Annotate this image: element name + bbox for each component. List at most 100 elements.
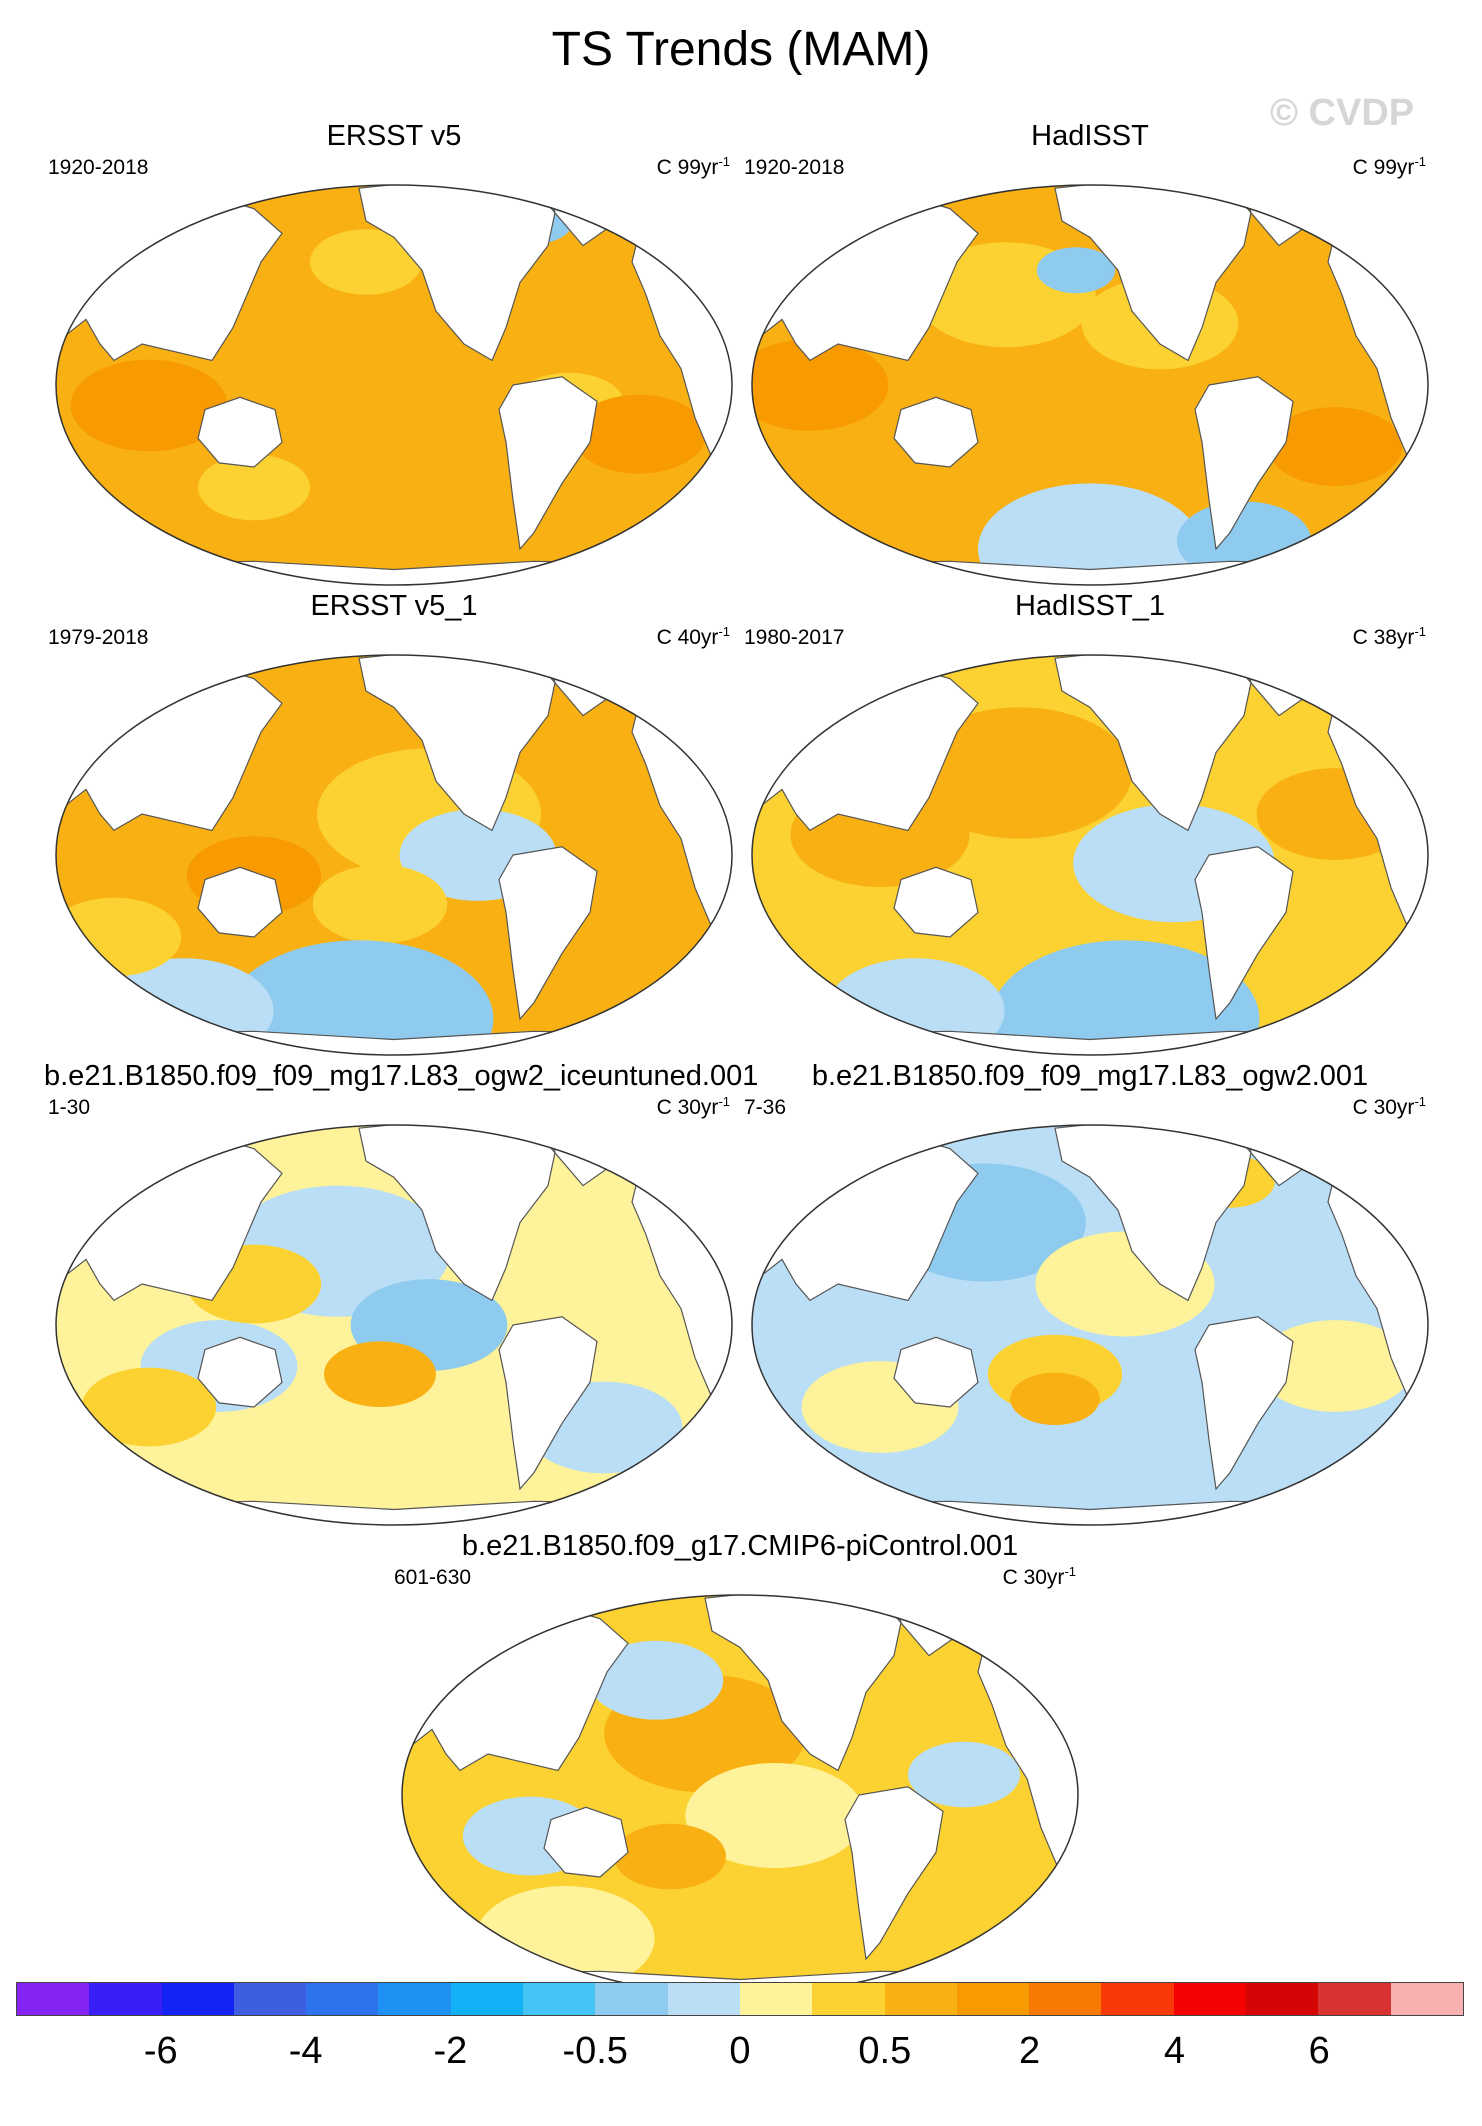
panel-title: HadISST_1: [1015, 590, 1165, 622]
colorbar-swatch: [1318, 1983, 1391, 2015]
units-exponent: -1: [1414, 154, 1426, 169]
units-label: C 30yr: [1002, 1566, 1065, 1589]
panel-period: 1920-2018: [48, 156, 149, 179]
units-exponent: -1: [1414, 1094, 1426, 1109]
figure-title: TS Trends (MAM): [551, 23, 931, 76]
land-south-america: [1194, 846, 1294, 1021]
map-panel-hadisst: HadISST 1920-2018 C 99yr-1: [740, 120, 1440, 590]
globe-outline: [751, 1124, 1429, 1526]
colorbar-swatch: [450, 1983, 524, 2015]
colorbar-swatch: [595, 1983, 668, 2015]
land-australia: [893, 396, 979, 468]
globe-outline: [55, 1124, 733, 1526]
trend-anomaly-region: [1010, 1372, 1100, 1425]
colorbar-swatch: [739, 1983, 813, 2015]
trend-map: [55, 1124, 733, 1526]
panel-title: b.e21.B1850.f09_g17.CMIP6-piControl.001: [461, 1530, 1019, 1562]
colorbar-swatch: [233, 1983, 307, 2015]
colorbar-swatch: [89, 1983, 162, 2015]
land-australia: [893, 1336, 979, 1408]
land-south-america: [498, 376, 598, 551]
globe-outline: [55, 654, 733, 1056]
colorbar-swatch: [667, 1983, 740, 2015]
colorbar-tick-label: -4: [288, 2030, 323, 2072]
globe-outline: [751, 654, 1429, 1056]
colorbar-tick-label: 2: [1019, 2030, 1041, 2072]
panel-period: 601-630: [394, 1566, 472, 1589]
panel-units: C 38yr-1: [1353, 624, 1426, 650]
colorbar-swatch: [1029, 1983, 1102, 2015]
trend-anomaly-region: [312, 864, 448, 944]
map-panel-ersst-v5: ERSST v5 1920-2018 C 99yr-1: [44, 120, 744, 590]
panel-units: C 99yr-1: [1353, 154, 1426, 180]
colorbar-swatch: [956, 1983, 1030, 2015]
cvdp-watermark: © CVDP: [1270, 92, 1415, 134]
land-australia: [197, 396, 283, 468]
panel-period: 1-30: [48, 1096, 91, 1119]
trend-anomaly-region: [56, 897, 182, 977]
colorbar-swatch: [884, 1983, 957, 2015]
map-panel-ogw2: b.e21.B1850.f09_f09_mg17.L83_ogw2.001 7-…: [740, 1060, 1440, 1530]
colorbar-swatch: [378, 1983, 451, 2015]
panel-units: C 30yr-1: [1003, 1564, 1076, 1590]
land-australia: [197, 1336, 283, 1408]
panel-units: C 30yr-1: [657, 1094, 730, 1120]
colorbar-swatch: [161, 1983, 234, 2015]
colorbar-tick-label: 6: [1308, 2030, 1330, 2072]
trend-anomaly-region: [70, 359, 228, 452]
trend-map: [751, 654, 1429, 1056]
colorbar-tick-label: 4: [1163, 2030, 1185, 2072]
trend-map: [55, 654, 733, 1056]
panel-units: C 30yr-1: [1353, 1094, 1426, 1120]
colorbar-swatch: [1101, 1983, 1174, 2015]
trend-anomaly-region: [1256, 1320, 1414, 1412]
colorbar-tick-label: -2: [433, 2030, 468, 2072]
panel-title: b.e21.B1850.f09_f09_mg17.L83_ogw2_iceunt…: [44, 1060, 759, 1092]
trend-map: [751, 1124, 1429, 1526]
land-australia: [543, 1806, 629, 1878]
units-label: C 38yr: [1352, 626, 1415, 649]
land-south-america: [1194, 1316, 1294, 1491]
colorbar-tick-label: -6: [143, 2030, 178, 2072]
colorbar-labels: -6 -4 -2 -0.5 0 0.5 2 4 6: [0, 2030, 1482, 2080]
units-exponent: -1: [718, 1094, 730, 1109]
trend-anomaly-region: [1267, 407, 1403, 486]
units-exponent: -1: [718, 624, 730, 639]
trend-anomaly-region: [310, 229, 422, 295]
trend-anomaly-region: [908, 1741, 1020, 1808]
trend-anomaly-region: [571, 394, 707, 474]
land-south-america: [844, 1786, 944, 1961]
trend-anomaly-region: [198, 454, 310, 521]
colorbar-swatch: [306, 1983, 379, 2015]
panel-title: b.e21.B1850.f09_f09_mg17.L83_ogw2.001: [811, 1060, 1369, 1092]
colorbar-swatch: [1173, 1983, 1247, 2015]
units-label: C 99yr: [656, 156, 719, 179]
units-label: C 40yr: [656, 626, 719, 649]
land-australia: [893, 866, 979, 938]
units-exponent: -1: [1414, 624, 1426, 639]
trend-map: [55, 184, 733, 586]
units-exponent: -1: [718, 154, 730, 169]
trend-anomaly-region: [81, 1367, 217, 1447]
map-panel-cmip6-picontrol: b.e21.B1850.f09_g17.CMIP6-piControl.001 …: [390, 1530, 1090, 2000]
panel-period: 1979-2018: [48, 626, 149, 649]
land-australia: [197, 866, 283, 938]
globe-outline: [55, 184, 733, 586]
trend-anomaly-region: [324, 1341, 436, 1407]
map-panel-ogw2-iceuntuned: b.e21.B1850.f09_f09_mg17.L83_ogw2_iceunt…: [44, 1060, 759, 1530]
colorbar-swatch: [812, 1983, 885, 2015]
panel-units: C 40yr-1: [657, 624, 730, 650]
colorbar-tick-label: -0.5: [562, 2030, 628, 2072]
trend-anomaly-region: [588, 1640, 724, 1720]
units-label: C 30yr: [656, 1096, 719, 1119]
trend-anomaly-region: [1036, 247, 1116, 294]
colorbar-swatch: [1246, 1983, 1319, 2015]
trend-map: [401, 1594, 1079, 1996]
units-label: C 99yr: [1352, 156, 1415, 179]
trend-anomaly-region: [908, 707, 1132, 839]
panel-units: C 99yr-1: [657, 154, 730, 180]
units-exponent: -1: [1064, 1564, 1076, 1579]
colorbar-tick-label: 0.5: [858, 2030, 912, 2072]
trend-map: [751, 184, 1429, 586]
map-panel-hadisst-1: HadISST_1 1980-2017 C 38yr-1: [740, 590, 1440, 1060]
